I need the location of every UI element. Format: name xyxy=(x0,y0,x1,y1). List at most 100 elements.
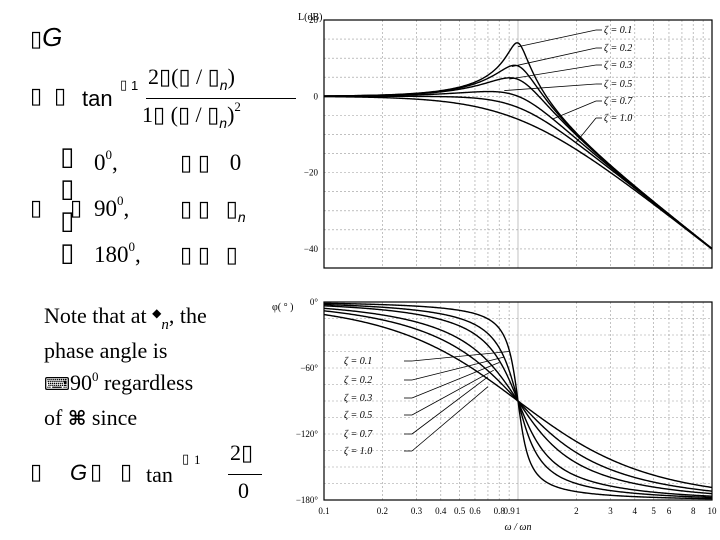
missing-glyph-box: ▯ xyxy=(90,460,103,485)
legend-leader xyxy=(504,83,597,91)
legend-leader xyxy=(509,64,597,80)
legend-label-zeta-0.1: ζ = 0.1 xyxy=(604,25,632,36)
legend-label-zeta-0.7: ζ = 0.7 xyxy=(344,429,373,440)
note-line1-a: Note that at xyxy=(44,303,153,328)
row2-degree: 0 xyxy=(117,193,124,208)
equation-3: ▯ ▯ ▯ ▯ 00, ▯ ▯ 0 ▯ ▯ 900, ▯ ▯ ▯n 1800, … xyxy=(30,140,290,280)
missing-glyph-box: ▯ xyxy=(180,243,193,268)
legend-label-zeta-0.7: ζ = 0.7 xyxy=(604,96,633,107)
row1-degree: 0 xyxy=(105,147,113,162)
equation-4: ▯ G ▯ ▯ tan ▯ 1 2▯ 0 xyxy=(30,440,262,520)
missing-glyph-box: ▯ xyxy=(120,78,128,93)
piecewise-row-1: 00, xyxy=(94,147,118,175)
x-tick-label: 0.9 xyxy=(503,506,515,516)
y-tick-label: 0° xyxy=(310,297,319,307)
missing-glyph-box: ▯ xyxy=(30,27,43,52)
row2-value: 90 xyxy=(94,196,117,221)
x-tick-label: 0.2 xyxy=(377,506,388,516)
x-tick-label: 1 xyxy=(516,506,521,516)
missing-glyph-box: ▯ xyxy=(197,243,210,268)
missing-glyph-box: ▯ xyxy=(182,452,190,467)
missing-glyph-box: ▯ xyxy=(30,460,43,485)
note-line3-b: regardless xyxy=(98,370,194,395)
note-line3-num: 90 xyxy=(69,370,92,395)
y-tick-label: −40 xyxy=(304,244,319,254)
eq2-n: n xyxy=(219,115,228,131)
zeta-glyph: ⌘ xyxy=(67,406,87,430)
note-line1-sub: n xyxy=(161,317,169,333)
legend-label-zeta-0.2: ζ = 0.2 xyxy=(344,375,372,386)
missing-glyph-box: ▯ xyxy=(180,151,193,176)
piecewise-row-2-cond: ▯ ▯ ▯n xyxy=(180,196,246,225)
magnitude-chart: 20 0 −20 −40 L(dB) ζ = 0.1 ζ = 0.2 ζ = 0.3 ζ = 0… xyxy=(298,12,713,269)
row3-value: 180 xyxy=(94,242,129,267)
fraction-bar xyxy=(146,98,296,99)
x-tick-label: 0.1 xyxy=(318,506,329,516)
note-line4-a: of xyxy=(44,405,68,430)
missing-glyph-box: ▯ xyxy=(197,197,210,222)
note-line-2: phase angle is xyxy=(44,338,168,363)
equation-1: ▯G xyxy=(30,22,62,53)
eq2-inv: 1 xyxy=(131,78,139,93)
missing-glyph-box: ▯ xyxy=(54,84,67,109)
x-tick-label: 10 xyxy=(708,506,718,516)
x-tick-label: 2 xyxy=(574,506,579,516)
x-axis-label: ω / ωn xyxy=(505,522,532,533)
missing-glyph-box: ▯ xyxy=(225,197,238,222)
y-tick-label: 0 xyxy=(314,91,319,101)
piecewise-row-1-cond: ▯ ▯ 0 xyxy=(180,150,241,176)
eq4-den: 0 xyxy=(238,478,249,503)
omega-glyph: ◆ xyxy=(152,306,162,320)
x-tick-label: 0.6 xyxy=(469,506,481,516)
missing-glyph-box: ▯ xyxy=(225,243,238,268)
missing-glyph-box: ▯ xyxy=(30,84,43,109)
legend-leader xyxy=(411,369,494,416)
note-line4-b: since xyxy=(86,405,138,430)
piecewise-row-2: 900, xyxy=(94,193,130,221)
eq2-func: tan xyxy=(82,86,113,111)
legend-label-zeta-1: ζ = 1.0 xyxy=(344,446,372,457)
plot-frame xyxy=(323,19,713,269)
eq1-lhs: G xyxy=(42,22,63,52)
note-line3-sup: 0 xyxy=(91,369,99,384)
minus-glyph: ⌨ xyxy=(44,374,70,395)
y-tick-label: −120° xyxy=(296,429,319,439)
missing-glyph-box: ▯ xyxy=(60,142,75,172)
missing-glyph-box: ▯ xyxy=(70,196,83,221)
x-tick-label: 6 xyxy=(667,506,672,516)
missing-glyph-box: ▯ xyxy=(60,174,75,204)
note-line-1: Note that at ◆n, the xyxy=(44,300,207,335)
row2-n: n xyxy=(237,209,246,225)
y-tick-label: −20 xyxy=(304,168,319,178)
series-line-zeta-0.7 xyxy=(324,95,713,250)
x-tick-label: 0.8 xyxy=(494,506,506,516)
legend-leader xyxy=(511,47,597,67)
eq4-lhs: G xyxy=(70,460,88,485)
x-tick-label: 5 xyxy=(651,506,656,516)
legend-leader xyxy=(411,386,489,452)
missing-glyph-box: ▯ xyxy=(159,65,172,90)
missing-glyph-box: ▯ xyxy=(197,151,210,176)
y-tick-label: −180° xyxy=(296,495,319,505)
missing-glyph-box: ▯ xyxy=(120,460,133,485)
note-text: Note that at ◆n, the phase angle is ⌨900… xyxy=(44,300,207,434)
y-tick-label: 20 xyxy=(309,15,319,25)
note-line-4: of ⌘ since xyxy=(44,402,207,434)
y-axis-label: L(dB) xyxy=(298,12,322,23)
missing-glyph-box: ▯ xyxy=(153,103,166,128)
x-tick-label: 3 xyxy=(608,506,613,516)
row1-value: 0 xyxy=(94,150,106,175)
x-tick-label: 8 xyxy=(691,506,696,516)
legend-leader xyxy=(411,362,500,399)
phase-chart: 0° −60° −120° −180° φ( ° ) 0.1 0.2 0.3 0.4 0.5 0.6… xyxy=(272,297,718,533)
legend-leader xyxy=(576,117,597,143)
legend-label-zeta-0.3: ζ = 0.3 xyxy=(344,393,372,404)
missing-glyph-box: ▯ xyxy=(207,103,220,128)
missing-glyph-box: ▯ xyxy=(178,65,191,90)
series-line-zeta-1 xyxy=(323,95,713,250)
legend-label-zeta-0.5: ζ = 0.5 xyxy=(604,79,632,90)
legend-label-zeta-0.1: ζ = 0.1 xyxy=(344,356,372,367)
eq4-num-value: 2 xyxy=(230,440,241,465)
eq4-func: tan xyxy=(146,462,173,487)
legend-leader xyxy=(411,376,489,435)
